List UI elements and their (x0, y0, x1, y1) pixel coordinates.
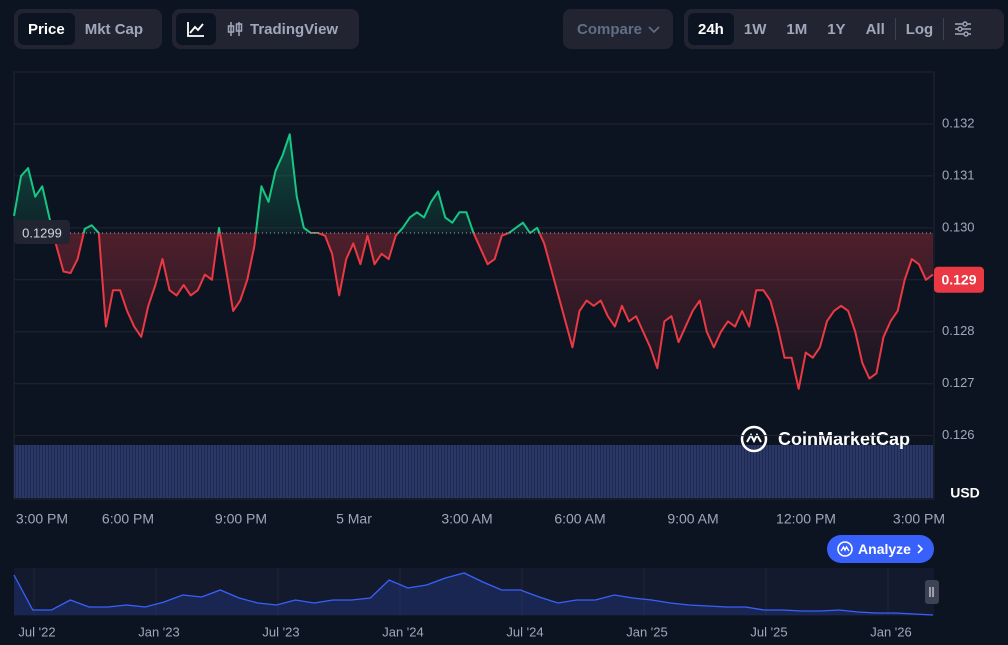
price-tag (934, 266, 984, 293)
navigator-x-label: Jul '25 (750, 624, 787, 639)
range-1m[interactable]: 1M (786, 20, 808, 38)
navigator-handle[interactable] (925, 580, 939, 604)
range-all[interactable]: All (865, 20, 885, 38)
chevron-icon (648, 26, 660, 34)
y-tick-label: 0.130 (942, 219, 975, 234)
candle-icon (227, 22, 243, 36)
navigator-area (14, 573, 933, 615)
chevron-right (917, 544, 924, 554)
y-tick-label: 0.126 (942, 427, 975, 442)
navigator-x-label: Jan '25 (626, 624, 668, 639)
watermark-text: CoinMarketCap (778, 429, 910, 449)
analyze-button[interactable]: Analyze (827, 535, 934, 563)
x-tick-label: 3:00 PM (16, 511, 68, 527)
chart-type: TradingView (172, 9, 359, 49)
log-button[interactable]: Log (905, 20, 934, 38)
tradingview-label: TradingView (250, 20, 339, 38)
price-area (14, 134, 933, 389)
x-tick-label: 6:00 PM (102, 511, 154, 527)
compare-dropdown[interactable]: Compare (563, 9, 673, 49)
settings-button[interactable] (944, 13, 982, 45)
y-tick-label: 0.131 (942, 167, 975, 182)
analyze-label: Analyze (858, 541, 911, 557)
navigator-frame (14, 568, 934, 616)
tab-price[interactable]: Price (18, 13, 75, 45)
navigator-line (13, 572, 934, 616)
navigator-x-label: Jul '22 (18, 624, 55, 639)
y-tick-label: 0.127 (942, 375, 975, 390)
line-chart-button[interactable] (176, 13, 216, 45)
y-tick-label: 0.128 (942, 323, 975, 338)
x-tick-label: 3:00 AM (441, 511, 492, 527)
x-tick-label: 5 Mar (336, 511, 372, 527)
range-tabs: 24h 1W 1M 1Y All Log (684, 9, 1004, 49)
divider (894, 18, 896, 40)
compare-button[interactable]: Compare (567, 13, 670, 45)
reference-label: 0.1299 (22, 225, 62, 240)
price-line (13, 133, 934, 390)
analyze-icon (837, 541, 853, 557)
range-24h[interactable]: 24h (688, 13, 734, 45)
compare-label: Compare (577, 20, 643, 38)
x-tick-label: 3:00 PM (893, 511, 945, 527)
tab-mkt-cap[interactable]: Mkt Cap (84, 20, 144, 38)
range-1y[interactable]: 1Y (827, 20, 846, 38)
navigator-x-label: Jul '24 (506, 624, 543, 639)
navigator-x-label: Jan '24 (382, 624, 424, 639)
price-tag-label: 0.129 (941, 272, 976, 288)
line-icon (187, 22, 204, 37)
volume-area (14, 445, 933, 498)
x-tick-label: 6:00 AM (554, 511, 605, 527)
x-tick-label: 12:00 PM (776, 511, 836, 527)
navigator-x-label: Jul '23 (262, 624, 299, 639)
plot-frame (13, 71, 935, 500)
view-tabs: Price Mkt Cap (14, 9, 162, 49)
tradingview-button[interactable]: TradingView (216, 13, 348, 45)
range-1w[interactable]: 1W (743, 20, 767, 38)
y-unit: USD (950, 485, 980, 501)
reference-label-box (14, 220, 70, 245)
watermark: CoinMarketCap (740, 425, 910, 453)
y-tick-label: 0.132 (942, 115, 975, 130)
y-tick-label: 0.129 (942, 271, 975, 286)
x-tick-label: 9:00 PM (215, 511, 267, 527)
navigator-x-label: Jan '26 (870, 624, 912, 639)
x-tick-label: 9:00 AM (667, 511, 718, 527)
divider (943, 18, 945, 40)
navigator-x-label: Jan '23 (138, 624, 180, 639)
settings-icon (955, 21, 972, 37)
